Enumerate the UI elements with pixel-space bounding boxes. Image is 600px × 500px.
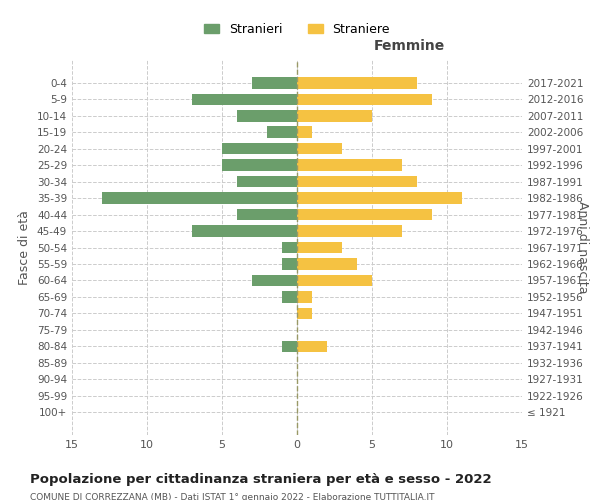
Bar (297, 274, 372, 286)
Bar (222, 143, 297, 154)
Bar (297, 126, 312, 138)
Text: Femmine: Femmine (374, 38, 445, 52)
Bar (297, 226, 402, 237)
Bar (237, 110, 297, 122)
Bar (252, 77, 297, 88)
Y-axis label: Anni di nascita: Anni di nascita (576, 201, 589, 294)
Bar (297, 77, 417, 88)
Bar (297, 258, 357, 270)
Bar (192, 226, 297, 237)
Bar (297, 192, 462, 204)
Bar (267, 126, 297, 138)
Bar (297, 110, 372, 122)
Bar (222, 160, 297, 171)
Bar (297, 176, 417, 188)
Bar (297, 143, 342, 154)
Bar (297, 308, 312, 319)
Bar (237, 176, 297, 188)
Text: COMUNE DI CORREZZANA (MB) - Dati ISTAT 1° gennaio 2022 - Elaborazione TUTTITALIA: COMUNE DI CORREZZANA (MB) - Dati ISTAT 1… (30, 492, 434, 500)
Bar (297, 209, 432, 220)
Bar (282, 340, 297, 352)
Bar (282, 242, 297, 254)
Bar (252, 274, 297, 286)
Bar (297, 94, 432, 105)
Legend: Stranieri, Straniere: Stranieri, Straniere (199, 18, 395, 40)
Bar (282, 258, 297, 270)
Text: Popolazione per cittadinanza straniera per età e sesso - 2022: Popolazione per cittadinanza straniera p… (30, 472, 491, 486)
Bar (297, 242, 342, 254)
Bar (297, 340, 327, 352)
Bar (237, 209, 297, 220)
Bar (297, 291, 312, 302)
Bar (297, 160, 402, 171)
Bar (192, 94, 297, 105)
Bar (102, 192, 297, 204)
Bar (282, 291, 297, 302)
Y-axis label: Fasce di età: Fasce di età (19, 210, 31, 285)
